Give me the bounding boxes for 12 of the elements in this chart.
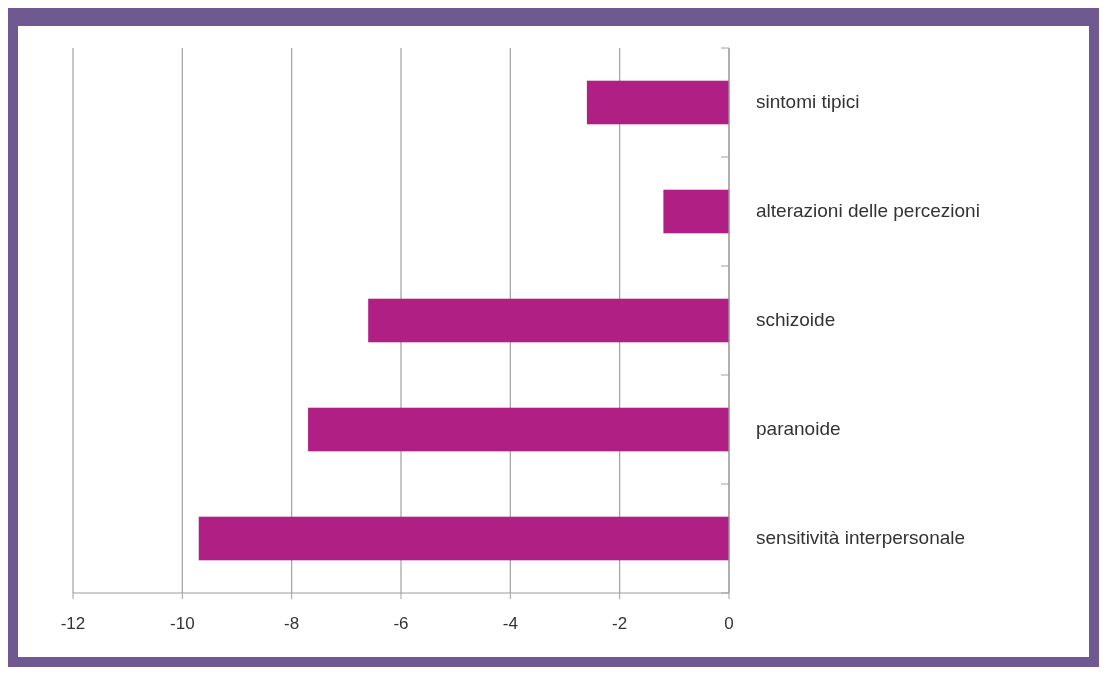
x-tick-label: -8 <box>284 614 300 633</box>
y-tick-label: sensitività interpersonale <box>756 526 966 548</box>
y-tick-label: paranoide <box>756 417 841 439</box>
x-tick-label: -10 <box>170 614 195 633</box>
x-tick-label: -6 <box>393 614 409 633</box>
x-tick-label: -4 <box>502 614 518 633</box>
y-tick-label: alterazioni delle percezioni <box>756 199 980 221</box>
y-tick-label: sintomi tipici <box>756 90 860 112</box>
x-tick-label: -2 <box>612 614 628 633</box>
x-tick-label: -12 <box>60 614 86 633</box>
x-tick-label: 0 <box>724 614 734 633</box>
y-tick-label: schizoide <box>756 308 836 330</box>
